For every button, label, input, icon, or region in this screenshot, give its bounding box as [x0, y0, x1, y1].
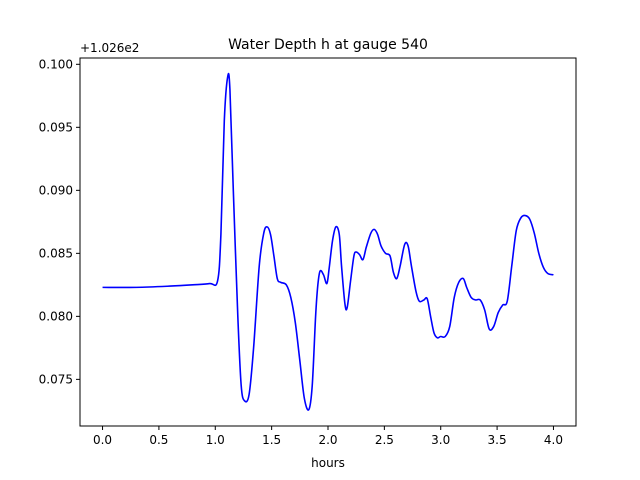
x-tick-label: 0.0: [93, 433, 112, 447]
series-line-0: [102, 72, 554, 411]
y-tick-label: 0.075: [39, 372, 73, 386]
y-tick-label: 0.095: [39, 120, 73, 134]
plot-area: 0.0 0.5 1.0 1.5 2.0 2.5 3.0 3.5 4.0 0.075 0.080 0.0…: [39, 57, 577, 447]
y-tick-label: 0.080: [39, 309, 73, 323]
x-tick-label: 1.0: [206, 433, 225, 447]
chart-title: Water Depth h at gauge 540: [228, 37, 428, 53]
y-tick-label: 0.085: [39, 246, 73, 260]
x-tick-label: 0.5: [149, 433, 168, 447]
x-axis-label: hours: [311, 456, 345, 470]
x-tick-label: 2.5: [375, 433, 394, 447]
x-tick-label: 2.0: [318, 433, 337, 447]
y-tick-label: 0.100: [39, 57, 73, 71]
x-tick-label: 3.0: [431, 433, 450, 447]
y-tick-label: 0.090: [39, 183, 73, 197]
x-tick-label: 3.5: [488, 433, 507, 447]
x-tick-label: 4.0: [544, 433, 563, 447]
x-tick-label: 1.5: [262, 433, 281, 447]
y-axis-offset-label: +1.026e2: [80, 41, 139, 55]
